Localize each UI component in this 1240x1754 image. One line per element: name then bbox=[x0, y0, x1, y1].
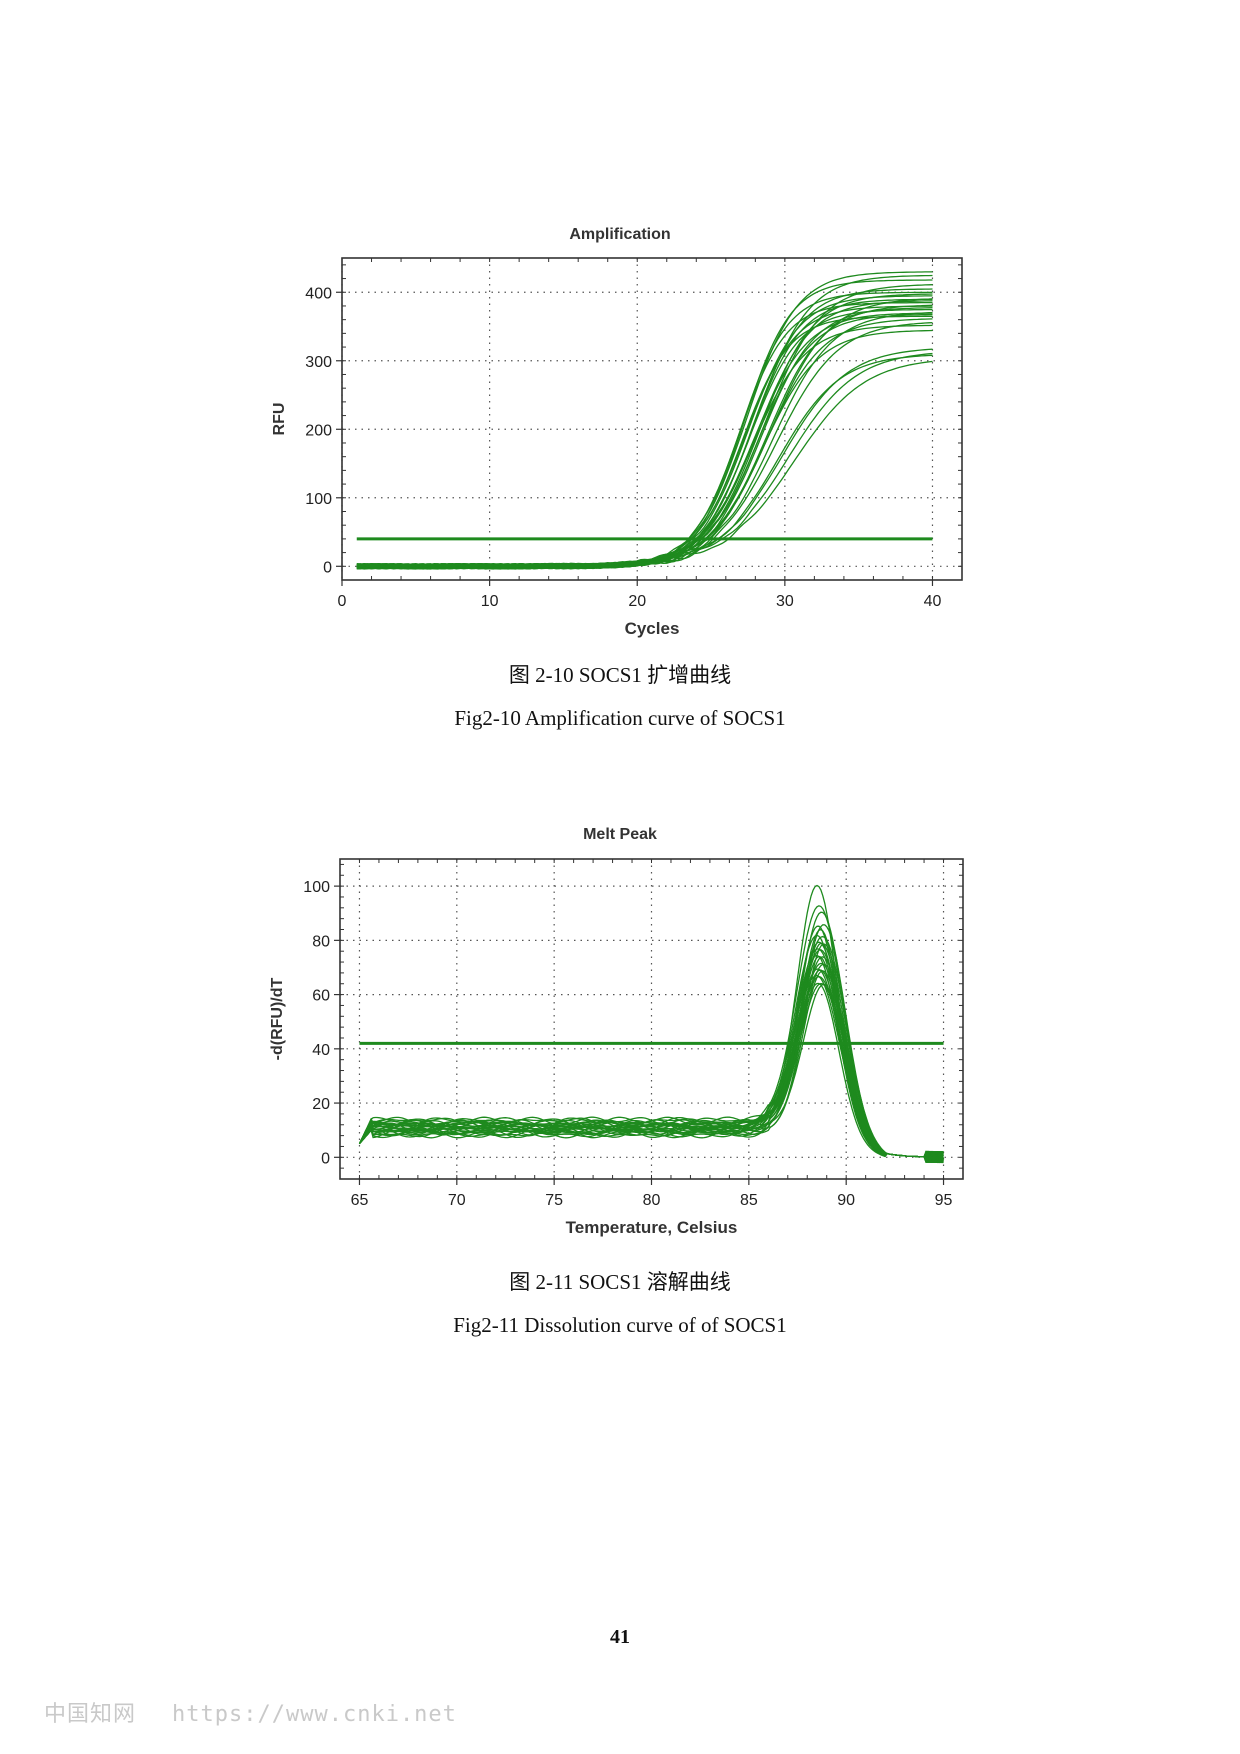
figure-2-10-caption-english: Fig2-10 Amplification curve of SOCS1 bbox=[454, 706, 786, 730]
amplification-y-tick-label: 400 bbox=[305, 285, 332, 302]
amplification-y-tick-label: 200 bbox=[305, 422, 332, 439]
melt-peak-curves bbox=[358, 884, 944, 1164]
watermark-site-name: 中国知网 bbox=[44, 1702, 137, 1727]
amplification-curve bbox=[356, 311, 933, 570]
amplification-x-tick-label: 10 bbox=[481, 593, 499, 610]
melt-peak-x-tick-label: 85 bbox=[740, 1192, 758, 1209]
melt-peak-y-tick-label: 40 bbox=[312, 1042, 330, 1059]
amplification-curve bbox=[356, 315, 933, 570]
melt-peak-curve bbox=[358, 983, 944, 1164]
amplification-plot-area bbox=[342, 258, 962, 580]
melt-peak-y-tick-label: 0 bbox=[321, 1150, 330, 1167]
amplification-chart-title: Amplification bbox=[569, 226, 671, 243]
melt-peak-curve bbox=[358, 975, 944, 1158]
melt-peak-x-tick-label: 80 bbox=[643, 1192, 661, 1209]
amplification-plot-frame bbox=[341, 257, 963, 581]
amplification-y-axis-label: RFU bbox=[271, 403, 288, 436]
amplification-x-tick-label: 20 bbox=[628, 593, 646, 610]
amplification-y-tick-label: 0 bbox=[323, 559, 332, 576]
figure-2-10-caption-chinese: 图 2-10 SOCS1 扩增曲线 bbox=[508, 663, 732, 687]
amplification-curve bbox=[356, 324, 933, 570]
melt-peak-x-tick-label: 70 bbox=[448, 1192, 466, 1209]
amplification-x-axis-label: Cycles bbox=[625, 619, 680, 638]
melt-peak-plot-frame bbox=[339, 858, 964, 1180]
amplification-y-tick-label: 100 bbox=[305, 491, 332, 508]
melt-peak-y-axis-label: -d(RFU)/dT bbox=[269, 977, 286, 1060]
amplification-x-tick-label: 0 bbox=[338, 593, 347, 610]
melt-peak-chart: 65 70 75 80 85 90 95 0 20 40 60 80 100 Temperature, C… bbox=[269, 858, 964, 1237]
melt-peak-x-tick-label: 75 bbox=[545, 1192, 563, 1209]
melt-peak-y-tick-label: 60 bbox=[312, 988, 330, 1005]
amplification-curve bbox=[356, 360, 933, 570]
amplification-curves bbox=[356, 271, 933, 570]
page-number: 41 bbox=[610, 1626, 630, 1648]
amplification-curve bbox=[356, 329, 933, 570]
figure-2-11-caption-english: Fig2-11 Dissolution curve of of SOCS1 bbox=[453, 1313, 787, 1337]
amplification-y-tick-label: 300 bbox=[305, 354, 332, 371]
melt-peak-x-axis-label: Temperature, Celsius bbox=[566, 1218, 738, 1237]
figure-2-11-caption-chinese: 图 2-11 SOCS1 溶解曲线 bbox=[509, 1270, 731, 1294]
melt-peak-curve bbox=[358, 982, 944, 1162]
melt-peak-y-tick-label: 80 bbox=[312, 933, 330, 950]
amplification-x-tick-label: 30 bbox=[776, 593, 794, 610]
melt-peak-chart-title: Melt Peak bbox=[583, 826, 657, 843]
melt-peak-y-tick-label: 20 bbox=[312, 1096, 330, 1113]
melt-peak-x-tick-label: 65 bbox=[351, 1192, 369, 1209]
watermark-url: https://www.cnki.net bbox=[172, 1702, 457, 1727]
cnki-watermark: 中国知网 https://www.cnki.net bbox=[44, 1696, 493, 1728]
melt-peak-y-tick-label: 100 bbox=[303, 879, 330, 896]
melt-peak-x-tick-label: 90 bbox=[837, 1192, 855, 1209]
amplification-x-tick-label: 40 bbox=[924, 593, 942, 610]
melt-peak-curve bbox=[358, 974, 944, 1162]
melt-peak-curve bbox=[359, 982, 944, 1164]
melt-peak-curve bbox=[358, 963, 944, 1163]
melt-peak-x-tick-label: 95 bbox=[935, 1192, 953, 1209]
